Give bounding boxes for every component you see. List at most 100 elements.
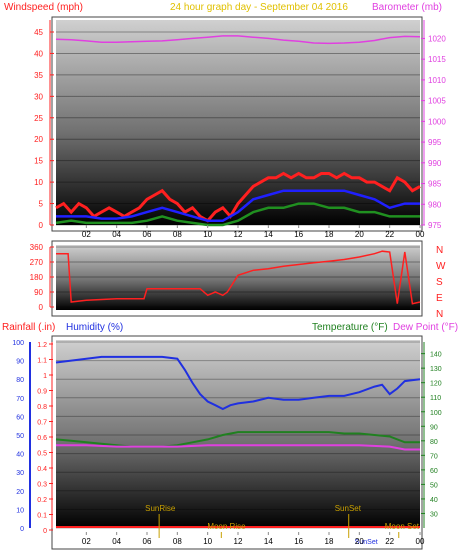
dewpoint-axis-title: Dew Point (°F) (393, 322, 458, 333)
temperature-tick-label: 40 (430, 497, 438, 504)
wind-baro-x-tick-label: 08 (173, 230, 182, 239)
event-label: Moon Rise (207, 522, 246, 531)
direction-tick-label: 90 (34, 288, 43, 297)
wind-tick-label: 0 (39, 221, 44, 230)
direction-tick-label: 270 (30, 258, 44, 267)
event-label: Moon Set (385, 522, 420, 531)
baro-tick-label: 980 (428, 200, 442, 209)
wind-baro-plot (56, 20, 420, 225)
temperature-tick-label: 140 (430, 352, 442, 359)
rain-humidity-x-ticks: 02 04 06 08 10 12 14 16 18 20 22 00 (82, 532, 425, 546)
humidity-tick-label: 30 (16, 470, 24, 477)
wind-tick-label: 5 (39, 200, 44, 209)
humidity-tick-label: 100 (12, 340, 24, 347)
wind-baro-x-tick-label: 10 (203, 230, 212, 239)
wind-speed-line (55, 171, 421, 223)
baro-tick-label: 990 (428, 159, 442, 168)
baro-tick-label: 1010 (428, 76, 446, 85)
rain-tick-label: 0.3 (37, 482, 47, 489)
rain-humidity-x-tick-label: 06 (143, 537, 152, 546)
temperature-tick-label: 80 (430, 439, 438, 446)
wind-baro-x-tick-label: 14 (264, 230, 273, 239)
direction-tick-label: 0 (39, 303, 44, 312)
chart-title: 24 hour graph day - September 04 2016 (170, 2, 348, 13)
wind-tick-label: 15 (34, 157, 43, 166)
humidity-tick-label: 10 (16, 507, 24, 514)
baro-tick-label: 1020 (428, 34, 446, 43)
humidity-tick-label: 90 (16, 359, 24, 366)
baro-tick-label: 995 (428, 138, 442, 147)
compass-label: E (436, 293, 443, 304)
humidity-tick-label: 0 (20, 526, 24, 533)
temperature-tick-label: 130 (430, 366, 442, 373)
compass-label: N (436, 245, 443, 256)
temperature-tick-label: 50 (430, 482, 438, 489)
wind-low-line (55, 202, 420, 227)
event-label: SunSet (355, 539, 378, 546)
wind-baro-x-tick-label: 00 (416, 230, 425, 239)
temperature-tick-label: 30 (430, 511, 438, 518)
direction-axis-ticks: 360 270 180 90 0 (30, 243, 54, 312)
humidity-tick-label: 80 (16, 377, 24, 384)
rain-tick-label: 0.4 (37, 466, 47, 473)
compass-label: W (436, 261, 446, 272)
rain-humidity-x-tick-label: 08 (173, 537, 182, 546)
wind-baro-x-tick-label: 22 (385, 230, 394, 239)
humidity-tick-label: 40 (16, 452, 24, 459)
temperature-axis-title: Temperature (°F) (312, 322, 388, 333)
event-label: SunRise (145, 504, 176, 513)
temperature-tick-label: 70 (430, 453, 438, 460)
wind-baro-x-tick-label: 04 (112, 230, 121, 239)
sun-moon-events: SunRise Moon Rise SunSet Moon Set SunSet (145, 504, 420, 546)
temperature-line (55, 431, 420, 448)
humidity-tick-label: 50 (16, 433, 24, 440)
rain-tick-label: 1.2 (37, 342, 47, 349)
direction-grid (56, 246, 420, 308)
rain-tick-label: 0 (43, 528, 47, 535)
rain-tick-label: 0.9 (37, 389, 47, 396)
rain-tick-label: 0.2 (37, 497, 47, 504)
baro-tick-label: 1000 (428, 117, 446, 126)
temperature-tick-label: 90 (430, 424, 438, 431)
rain-humidity-x-tick-label: 04 (112, 537, 121, 546)
dew-point-line (56, 444, 420, 451)
humidity-tick-label: 60 (16, 414, 24, 421)
wind-baro-x-tick-label: 06 (143, 230, 152, 239)
wind-tick-label: 25 (34, 114, 43, 123)
wind-tick-label: 40 (34, 49, 43, 58)
wind-baro-x-tick-label: 16 (294, 230, 303, 239)
wind-baro-x-tick-label: 02 (82, 230, 91, 239)
direction-tick-label: 180 (30, 273, 44, 282)
humidity-tick-label: 20 (16, 489, 24, 496)
temperature-tick-label: 100 (430, 410, 442, 417)
wind-tick-label: 35 (34, 71, 43, 80)
baro-tick-label: 975 (428, 221, 442, 230)
compass-label: N (436, 309, 443, 320)
rain-axis-title: Rainfall (.in) (2, 322, 55, 333)
rain-humidity-x-tick-label: 16 (294, 537, 303, 546)
wind-baro-x-tick-label: 20 (355, 230, 364, 239)
wind-tick-label: 10 (34, 178, 43, 187)
rain-humidity-x-tick-label: 18 (325, 537, 334, 546)
wind-baro-x-tick-label: 12 (234, 230, 243, 239)
rain-tick-label: 0.5 (37, 451, 47, 458)
rain-humidity-series (55, 355, 421, 528)
rain-tick-label: 0.8 (37, 404, 47, 411)
wind-direction-line (56, 250, 421, 305)
temperature-tick-label: 120 (430, 381, 442, 388)
event-label: SunSet (335, 504, 362, 513)
wind-axis-title: Windspeed (mph) (4, 2, 83, 13)
rain-tick-label: 0.6 (37, 435, 47, 442)
baro-axis-title: Barometer (mb) (372, 2, 442, 13)
rain-humidity-axis-ticks: 10090807060504030201001.21.110.90.80.70.… (12, 340, 441, 535)
rain-humidity-x-tick-label: 12 (234, 537, 243, 546)
rain-humidity-x-tick-label: 20 (355, 537, 364, 546)
baro-tick-label: 985 (428, 180, 442, 189)
temperature-tick-label: 110 (430, 395, 441, 402)
baro-axis-ticks: 1020 1015 1010 1005 1000 995 990 985 980 975 (421, 20, 446, 230)
rain-humidity-x-tick-label: 22 (385, 537, 394, 546)
humidity-tick-label: 70 (16, 396, 24, 403)
rain-tick-label: 1.1 (37, 358, 47, 365)
